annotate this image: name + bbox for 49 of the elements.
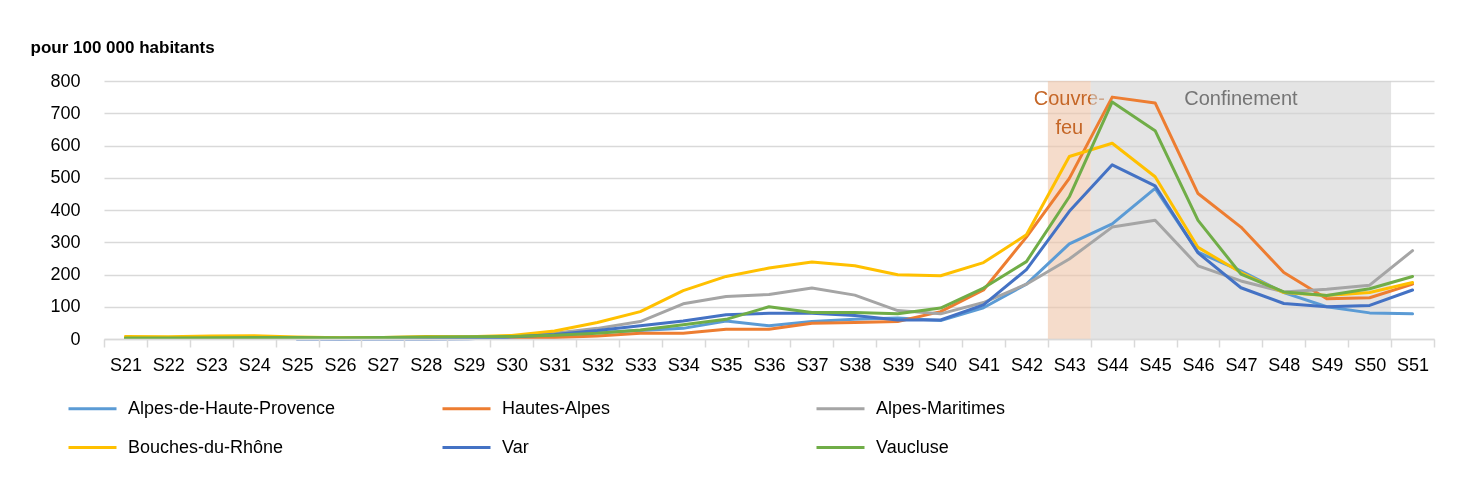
x-tick-label: S39 xyxy=(882,354,915,375)
x-tick-label: S27 xyxy=(367,354,400,375)
x-tick-label: S23 xyxy=(195,354,228,375)
y-tick-label: 700 xyxy=(50,102,81,123)
x-tick-label: S49 xyxy=(1311,354,1344,375)
y-tick-label: 800 xyxy=(50,70,81,91)
x-tick-label: S50 xyxy=(1354,354,1387,375)
y-axis-title: pour 100 000 habitants xyxy=(30,37,215,57)
legend-label: Bouches-du-Rhône xyxy=(128,436,284,457)
x-tick-label: S29 xyxy=(453,354,486,375)
y-tick-label: 100 xyxy=(50,296,81,317)
y-tick-label: 600 xyxy=(50,135,81,155)
x-tick-label: S33 xyxy=(624,354,657,375)
x-tick-label: S41 xyxy=(968,354,1001,375)
band-label: Couvre-feu xyxy=(1033,87,1105,138)
x-tick-label: S45 xyxy=(1139,354,1172,375)
x-tick-label: S47 xyxy=(1225,354,1258,375)
x-tick-label: S44 xyxy=(1096,354,1129,375)
legend-label: Hautes-Alpes xyxy=(502,397,611,418)
x-tick-label: S42 xyxy=(1010,354,1043,375)
y-tick-label: 200 xyxy=(50,264,81,284)
x-tick-label: S25 xyxy=(281,354,314,375)
x-tick-label: S26 xyxy=(324,354,357,375)
band-label: Confinement xyxy=(1184,87,1299,109)
x-tick-label: S32 xyxy=(581,354,614,375)
y-tick-label: 400 xyxy=(50,199,81,220)
x-tick-label: S51 xyxy=(1397,354,1430,375)
x-tick-label: S40 xyxy=(925,354,958,375)
legend-label: Alpes-Maritimes xyxy=(876,397,1006,418)
x-tick-label: S43 xyxy=(1053,354,1086,375)
y-tick-label: 300 xyxy=(50,231,81,252)
x-tick-label: S24 xyxy=(238,354,271,375)
x-tick-label: S38 xyxy=(839,354,872,375)
x-tick-label: S28 xyxy=(410,354,443,375)
legend-label: Alpes-de-Haute-Provence xyxy=(128,397,336,418)
y-tick-label: 500 xyxy=(50,167,81,188)
x-tick-label: S37 xyxy=(796,354,829,375)
x-tick-label: S34 xyxy=(667,354,700,375)
legend-label: Vaucluse xyxy=(876,436,949,457)
legend-label: Var xyxy=(502,436,529,457)
x-tick-label: S35 xyxy=(710,354,743,375)
x-tick-label: S30 xyxy=(496,354,529,375)
x-tick-label: S36 xyxy=(753,354,786,375)
x-tick-label: S22 xyxy=(152,354,185,375)
x-tick-label: S31 xyxy=(538,354,571,375)
y-tick-label: 0 xyxy=(70,328,81,349)
x-tick-label: S46 xyxy=(1182,354,1215,375)
x-tick-label: S48 xyxy=(1268,354,1301,375)
x-tick-label: S21 xyxy=(109,354,142,375)
